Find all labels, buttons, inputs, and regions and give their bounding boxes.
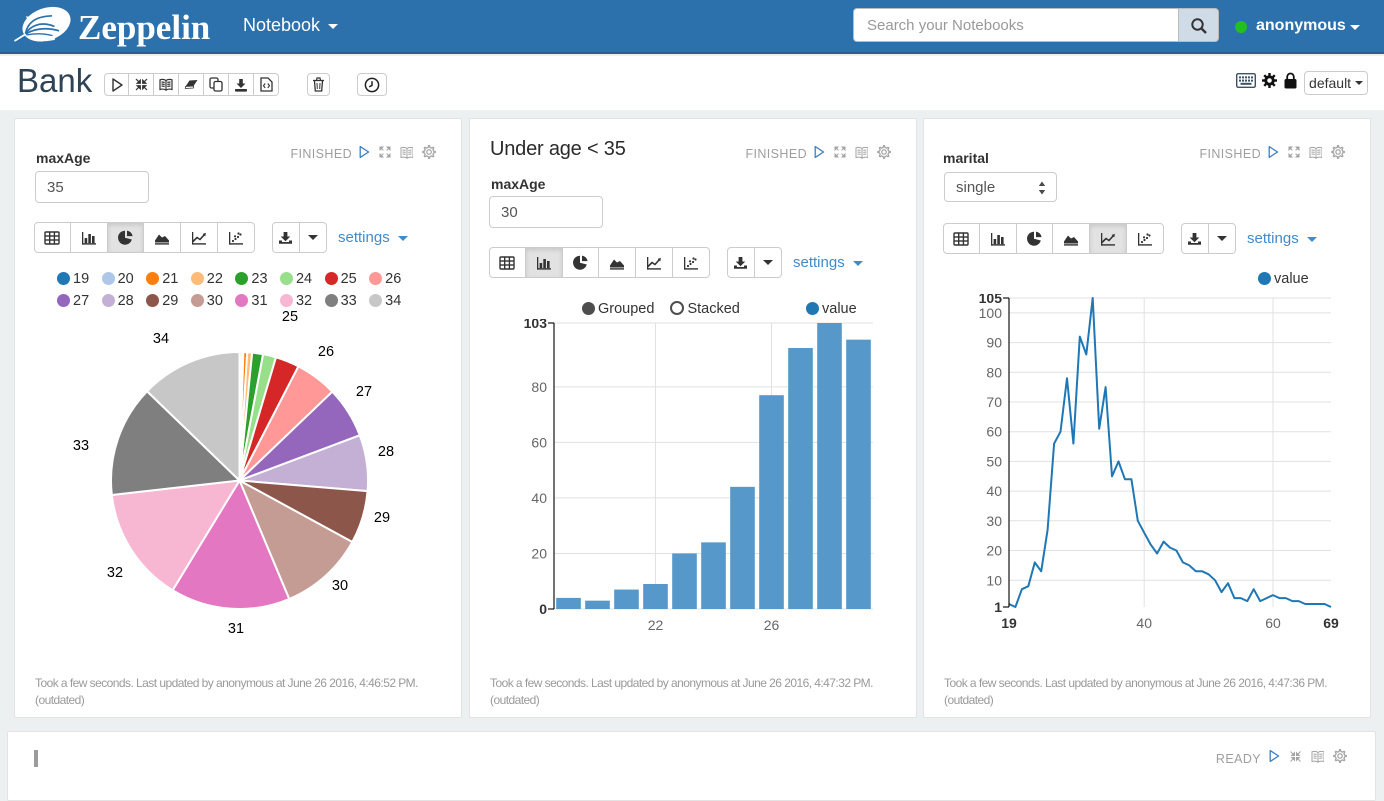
svg-text:32: 32 — [107, 565, 123, 581]
svg-text:70: 70 — [986, 394, 1002, 410]
svg-text:31: 31 — [228, 621, 244, 637]
svg-text:26: 26 — [764, 617, 780, 633]
svg-text:30: 30 — [986, 513, 1002, 529]
svg-text:40: 40 — [531, 490, 547, 506]
svg-text:20: 20 — [531, 546, 547, 562]
svg-text:40: 40 — [1136, 615, 1152, 631]
svg-text:103: 103 — [524, 319, 548, 331]
svg-text:30: 30 — [332, 578, 348, 594]
svg-text:60: 60 — [1265, 615, 1281, 631]
svg-text:50: 50 — [986, 453, 1002, 469]
svg-text:0: 0 — [539, 601, 547, 617]
svg-text:27: 27 — [356, 384, 372, 400]
svg-text:80: 80 — [986, 364, 1002, 380]
svg-text:100: 100 — [979, 305, 1003, 321]
svg-text:28: 28 — [378, 444, 394, 460]
svg-text:1: 1 — [994, 599, 1002, 615]
svg-text:25: 25 — [282, 309, 298, 325]
svg-text:33: 33 — [73, 438, 89, 454]
svg-text:10: 10 — [986, 572, 1002, 588]
svg-text:40: 40 — [986, 483, 1002, 499]
svg-text:80: 80 — [531, 379, 547, 395]
svg-text:29: 29 — [374, 510, 390, 526]
svg-text:60: 60 — [531, 434, 547, 450]
svg-text:26: 26 — [318, 344, 334, 360]
svg-text:60: 60 — [986, 424, 1002, 440]
svg-text:19: 19 — [1001, 615, 1017, 631]
svg-text:90: 90 — [986, 335, 1002, 351]
svg-text:20: 20 — [986, 543, 1002, 559]
svg-text:105: 105 — [979, 294, 1003, 306]
svg-text:69: 69 — [1323, 615, 1339, 631]
svg-text:22: 22 — [648, 617, 664, 633]
svg-text:34: 34 — [153, 331, 169, 347]
